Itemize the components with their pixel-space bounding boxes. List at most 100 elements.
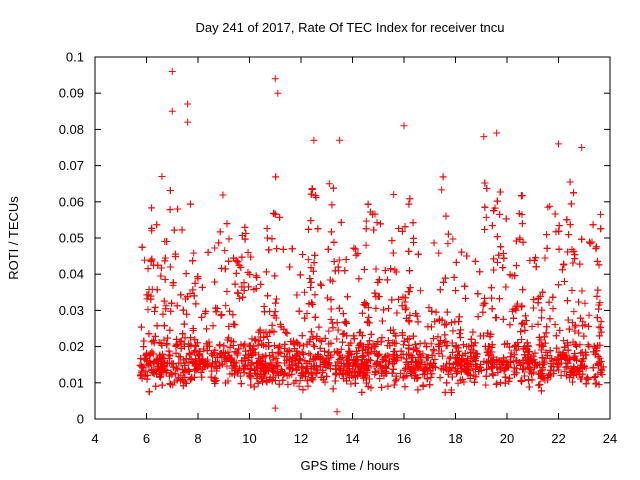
data-point [307,264,315,272]
data-point [488,364,496,372]
data-point [217,311,225,319]
data-point [493,129,501,137]
data-point [325,180,333,188]
data-point [393,353,401,361]
data-point [573,342,581,350]
data-point [512,346,520,354]
data-point [262,328,270,336]
data-point [558,266,566,274]
data-point [549,305,557,313]
data-point [570,247,578,255]
data-point [405,363,413,371]
data-point [153,286,161,294]
data-point [492,314,500,322]
data-point [405,335,413,343]
data-point [584,374,592,382]
data-point [166,263,174,271]
data-point [580,362,588,370]
data-point [335,304,343,312]
data-point [529,352,537,360]
data-point [576,260,584,268]
data-point [415,360,423,368]
data-point [355,344,363,352]
y-tick-label: 0.03 [59,303,84,318]
data-point [555,227,563,235]
data-point [476,332,484,340]
data-point [262,377,270,385]
data-point [256,326,264,334]
data-point [539,288,547,296]
data-point [180,320,188,328]
data-point [238,253,246,261]
data-point [231,363,239,371]
data-point [286,364,294,372]
data-point [449,235,457,243]
data-point [436,286,444,294]
data-point [330,238,338,246]
data-point [525,368,533,376]
data-point [452,258,460,266]
data-point [378,383,386,391]
data-point [269,364,277,372]
data-point [218,264,226,272]
data-point [460,378,468,386]
data-point [144,291,152,299]
data-point [359,352,367,360]
data-point [232,367,240,375]
data-point [361,301,369,309]
data-point [591,350,599,358]
data-point [577,375,585,383]
data-point [186,351,194,359]
data-point [218,311,226,319]
y-tick-label: 0.07 [59,158,84,173]
y-axis-label: ROTI / TECUs [6,196,21,280]
data-point [182,380,190,388]
data-point [566,178,574,186]
data-point [539,364,547,372]
data-point [553,344,561,352]
data-point [231,280,239,288]
data-point [189,326,197,334]
data-point [520,372,528,380]
data-point [595,261,603,269]
data-point [303,377,311,385]
data-point [212,304,220,312]
data-point [497,379,505,387]
data-point [311,313,319,321]
data-point [466,348,474,356]
data-point [230,320,238,328]
data-point [361,362,369,370]
data-point [283,356,291,364]
data-point [431,356,439,364]
data-point [401,383,409,391]
data-point [398,302,406,310]
data-point [242,347,250,355]
data-point [436,374,444,382]
data-point [306,358,314,366]
data-point [271,272,279,280]
data-point [384,382,392,390]
data-point [535,333,543,341]
data-point [166,326,174,334]
data-point [392,339,400,347]
data-point [488,305,496,313]
data-point [174,205,182,213]
data-point [366,208,374,216]
data-point [235,345,243,353]
data-point [301,314,309,322]
data-point [217,350,225,358]
data-point [392,375,400,383]
data-point [423,343,431,351]
data-point [356,340,364,348]
data-point [476,268,484,276]
data-point [360,301,368,309]
data-point [504,361,512,369]
data-point [411,374,419,382]
data-point [400,122,408,130]
data-point [407,370,415,378]
data-point [172,364,180,372]
data-point [388,296,396,304]
data-point [177,344,185,352]
data-point [344,352,352,360]
data-point [166,206,174,214]
